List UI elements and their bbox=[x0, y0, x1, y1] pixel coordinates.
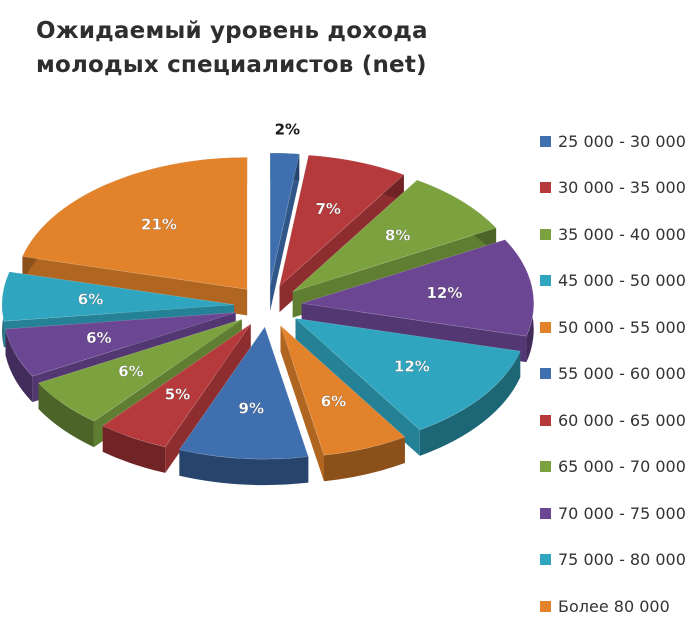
legend-item: 70 000 - 75 000 bbox=[540, 490, 700, 537]
pie-slice bbox=[102, 323, 251, 473]
legend-item: 35 000 - 40 000 bbox=[540, 211, 700, 258]
legend-swatch bbox=[540, 321, 551, 333]
legend-swatch bbox=[540, 461, 551, 473]
slice-data-label: 12% bbox=[394, 357, 430, 375]
slice-data-label: 9% bbox=[239, 399, 264, 417]
legend-swatch bbox=[540, 368, 551, 380]
legend-item: 30 000 - 35 000 bbox=[540, 165, 700, 212]
legend-label: 55 000 - 60 000 bbox=[558, 364, 686, 384]
legend-label: 60 000 - 65 000 bbox=[558, 410, 686, 430]
legend-item: 75 000 - 80 000 bbox=[540, 537, 700, 584]
slice-data-label: 7% bbox=[316, 200, 341, 218]
legend-label: 50 000 - 55 000 bbox=[558, 317, 686, 337]
legend-item: 65 000 - 70 000 bbox=[540, 444, 700, 491]
legend-label: 45 000 - 50 000 bbox=[558, 271, 686, 291]
legend-swatch bbox=[540, 507, 551, 519]
legend-label: 25 000 - 30 000 bbox=[558, 131, 686, 151]
chart-title-line-1: Ожидаемый уровень дохода bbox=[36, 18, 428, 44]
slice-data-label: 21% bbox=[141, 216, 177, 234]
legend-label: 75 000 - 80 000 bbox=[558, 550, 686, 570]
legend-item: 45 000 - 50 000 bbox=[540, 258, 700, 305]
legend-item: 50 000 - 55 000 bbox=[540, 304, 700, 351]
legend-item: 60 000 - 65 000 bbox=[540, 397, 700, 444]
chart-title: Ожидаемый уровень дохода молодых специал… bbox=[36, 14, 496, 82]
slice-data-label: 5% bbox=[165, 386, 190, 404]
legend-item: 25 000 - 30 000 bbox=[540, 118, 700, 165]
pie-slice bbox=[269, 152, 300, 311]
slice-data-label: 8% bbox=[385, 227, 410, 245]
legend-label: 65 000 - 70 000 bbox=[558, 457, 686, 477]
chart-title-line-2: молодых специалистов (net) bbox=[36, 52, 427, 78]
legend-swatch bbox=[540, 275, 551, 287]
legend-label: Более 80 000 bbox=[558, 596, 670, 616]
legend-label: 35 000 - 40 000 bbox=[558, 224, 686, 244]
slice-data-label: 2% bbox=[275, 121, 300, 139]
legend-swatch bbox=[540, 554, 551, 566]
legend-swatch bbox=[540, 600, 551, 612]
slice-data-label: 6% bbox=[78, 291, 103, 309]
pie-slice bbox=[292, 179, 497, 318]
legend-swatch bbox=[540, 414, 551, 426]
chart-legend: 25 000 - 30 000 30 000 - 35 000 35 000 - 4… bbox=[540, 118, 700, 630]
legend-item: 55 000 - 60 000 bbox=[540, 351, 700, 398]
legend-label: 70 000 - 75 000 bbox=[558, 503, 686, 523]
slice-data-label: 6% bbox=[321, 393, 346, 411]
legend-swatch bbox=[540, 135, 551, 147]
pie-slice bbox=[279, 324, 406, 482]
pie-slice bbox=[22, 157, 248, 316]
pie-slice bbox=[294, 317, 521, 456]
slice-data-label: 6% bbox=[86, 329, 111, 347]
legend-label: 30 000 - 35 000 bbox=[558, 178, 686, 198]
slice-data-label: 12% bbox=[426, 284, 462, 302]
legend-item: Более 80 000 bbox=[540, 583, 700, 630]
legend-swatch bbox=[540, 228, 551, 240]
pie-slice bbox=[178, 326, 309, 485]
slice-data-label: 6% bbox=[118, 363, 143, 381]
legend-swatch bbox=[540, 182, 551, 194]
